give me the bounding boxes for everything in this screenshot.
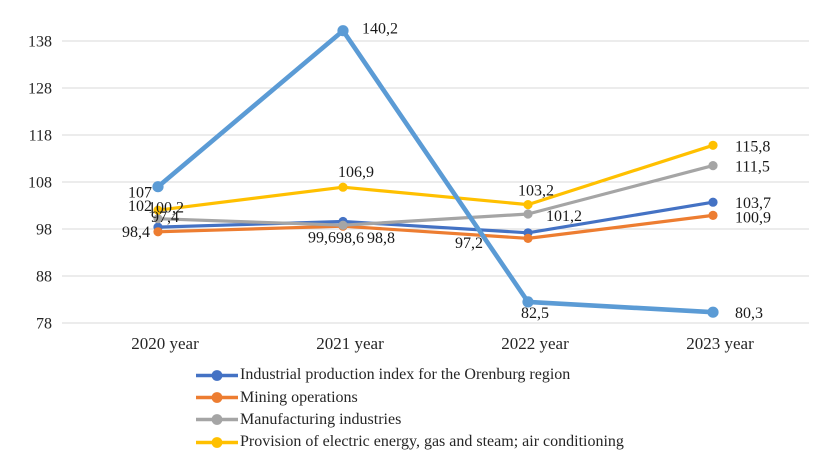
series-marker [152,181,164,193]
data-label: 97,2 [455,235,483,252]
series-marker [708,161,718,171]
series-marker [523,233,533,243]
data-label: 100,9 [735,209,771,226]
series-marker [523,200,533,210]
data-label: 115,8 [735,138,770,155]
y-tick-label: 118 [29,128,52,145]
y-tick-label: 128 [28,81,52,98]
chart-legend: Industrial production index for the Oren… [195,364,624,454]
data-label: 102 [128,198,152,215]
x-tick-label: 2020 year [131,334,199,353]
y-tick-label: 88 [36,269,52,286]
legend-dot [211,369,223,381]
legend-item: Provision of electric energy, gas and st… [195,431,624,453]
series-marker [708,197,718,207]
legend-item: Manufacturing industries [195,409,624,431]
series-marker [708,140,718,150]
legend-item: Industrial production index for the Oren… [195,364,624,386]
series-marker [523,209,533,219]
data-label: 99,6 [308,230,336,247]
data-label: 80,3 [735,305,763,322]
y-tick-label: 98 [36,222,52,239]
data-label: 98,8 [367,230,395,247]
data-label: 82,5 [521,305,549,322]
series-line-0 [156,200,715,235]
data-label: 101,2 [546,208,582,225]
series-line-3 [156,143,715,212]
legend-label: Provision of electric energy, gas and st… [240,433,624,451]
data-label: 98,6 [336,230,364,247]
series-marker [153,214,163,224]
data-label: 103,7 [735,195,771,212]
data-label: 100,2 [148,200,184,217]
series-marker [337,25,349,37]
series-line-2 [156,164,715,227]
series-marker [153,205,163,215]
data-label: 103,2 [518,183,554,200]
series-marker [522,296,534,308]
series-marker [153,227,163,237]
legend-line-marker-icon [196,436,238,448]
data-label: 97,4 [151,209,179,226]
x-tick-label: 2021 year [316,334,384,353]
data-label: 140,2 [362,21,398,38]
legend-line-marker-icon [196,414,238,426]
legend-dot [211,392,223,403]
legend-dot [211,414,223,426]
legend-label: Mining operations [240,388,358,406]
series-marker [708,210,718,220]
y-tick-label: 108 [28,175,52,192]
series-marker [338,182,348,192]
x-tick-label: 2023 year [686,334,754,353]
y-tick-label: 78 [36,316,52,333]
series-line-4 [155,28,716,315]
series-marker [707,306,719,318]
data-label: 98,4 [122,224,150,241]
legend-label: Manufacturing industries [240,410,402,428]
legend-line-marker-icon [196,369,238,381]
legend-label: Industrial production index for the Oren… [240,366,571,384]
data-label: 106,9 [338,164,374,181]
legend-dot [211,436,223,448]
data-label: 111,5 [735,159,770,176]
data-label: 107 [128,185,152,202]
legend-line-marker-icon [196,392,238,403]
y-tick-label: 138 [28,34,52,51]
series-line-1 [156,213,715,240]
x-tick-label: 2022 year [501,334,569,353]
series-marker [338,220,348,230]
legend-item: Mining operations [195,386,624,408]
